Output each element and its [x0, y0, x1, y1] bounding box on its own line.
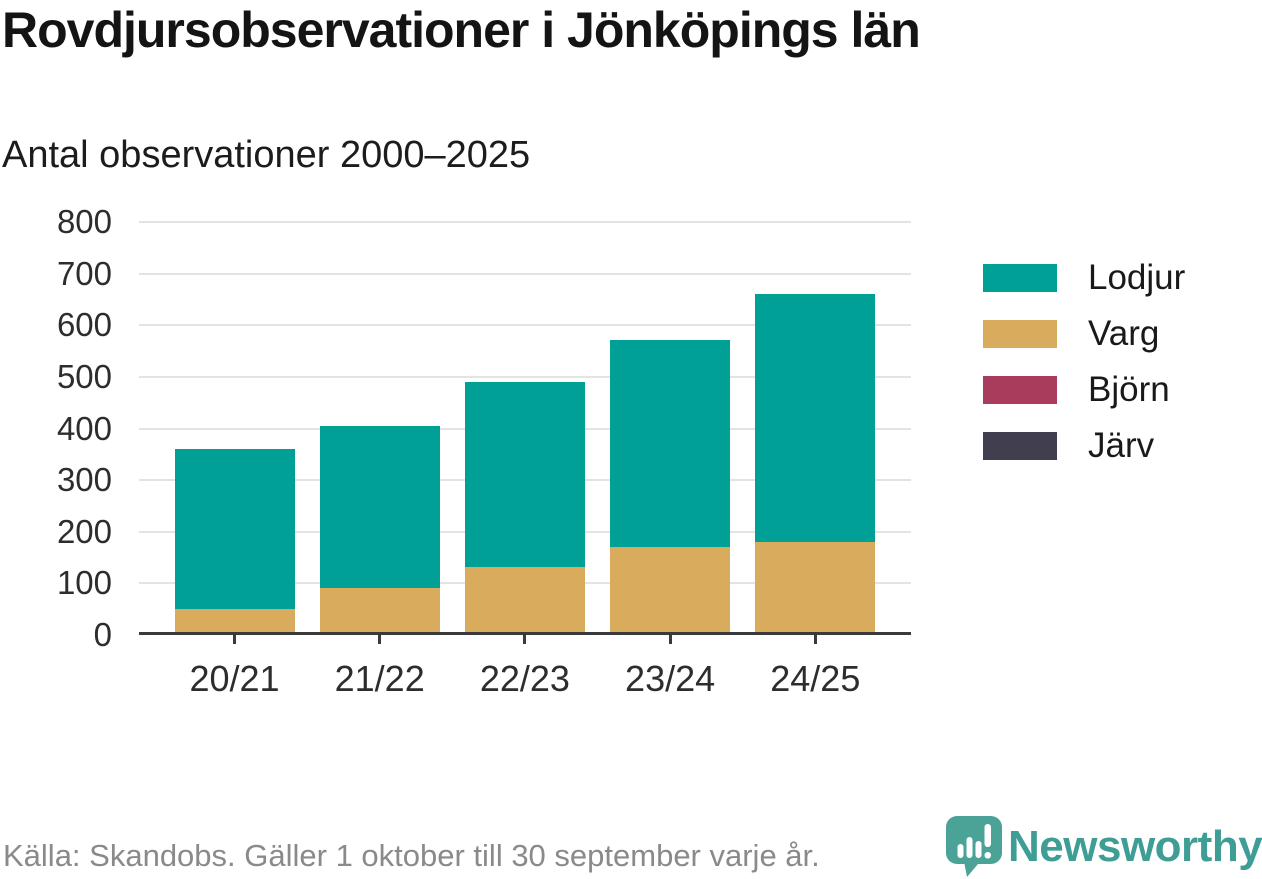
bar-20-21 [174, 219, 295, 632]
y-tick-label-400: 400 [56, 409, 112, 447]
legend-label-lodjur: Lodjur [1088, 258, 1186, 297]
bar-segment-lodjur [755, 293, 876, 542]
bar-segment-lodjur [174, 448, 295, 609]
newsworthy-bubble-chart-icon [946, 816, 1002, 877]
y-tick-label-800: 800 [56, 203, 112, 240]
x-tick-24-25 [813, 635, 817, 644]
gridline-500 [139, 375, 911, 378]
legend-label-bj-rn: Björn [1088, 370, 1170, 409]
chart-title: Rovdjursobservationer i Jönköpings län [2, 2, 921, 58]
x-axis-line [139, 632, 911, 635]
bar-segment-varg [319, 588, 440, 632]
bar-segment-varg [755, 541, 876, 632]
gridline-700 [139, 272, 911, 275]
x-tick-23-24 [668, 635, 672, 644]
legend: Lodjur Varg Björn Järv [983, 258, 1185, 488]
legend-label-varg: Varg [1088, 314, 1160, 353]
plot-area [139, 219, 911, 644]
bar-segment-varg [464, 567, 585, 632]
x-tick-label-22-23: 22/23 [479, 658, 570, 699]
x-tick-20-21 [233, 635, 236, 644]
chart-subtitle: Antal observationer 2000–2025 [2, 134, 531, 176]
y-tick-label-700: 700 [56, 254, 112, 292]
y-tick-label-0: 0 [93, 616, 112, 653]
legend-item-varg: Varg [983, 314, 1185, 353]
x-tick-label-20-21: 20/21 [189, 658, 280, 699]
y-tick-label-100: 100 [56, 564, 112, 602]
legend-swatch-varg [983, 320, 1057, 348]
gridline-600 [139, 324, 911, 327]
x-tick-label-24-25: 24/25 [770, 658, 861, 699]
legend-item-bj-rn: Björn [983, 370, 1185, 409]
legend-swatch-j-rv [983, 432, 1057, 460]
y-tick-label-500: 500 [56, 357, 112, 395]
legend-swatch-bj-rn [983, 376, 1057, 404]
x-tick-21-22 [378, 635, 382, 644]
gridline-800 [139, 221, 911, 223]
legend-label-j-rv: Järv [1088, 426, 1155, 465]
y-tick-label-300: 300 [56, 461, 112, 499]
x-tick-label-21-22: 21/22 [334, 658, 425, 699]
legend-item-lodjur: Lodjur [983, 258, 1185, 297]
bar-segment-varg [610, 546, 731, 632]
x-tick-22-23 [523, 635, 527, 644]
bar-21-22 [319, 219, 440, 632]
y-tick-label-200: 200 [56, 512, 112, 550]
y-tick-label-600: 600 [56, 306, 112, 344]
brand-logo: Newsworthy [944, 812, 1262, 878]
bar-segment-varg [174, 608, 295, 632]
brand-name: Newsworthy [1008, 822, 1262, 871]
source-note: Källa: Skandobs. Gäller 1 oktober till 3… [3, 838, 820, 873]
bar-segment-lodjur [319, 425, 440, 589]
legend-item-j-rv: Järv [983, 426, 1185, 465]
bar-22-23 [464, 219, 585, 632]
bar-segment-lodjur [610, 340, 731, 547]
x-tick-label-23-24: 23/24 [625, 658, 716, 699]
bar-23-24 [610, 219, 731, 632]
legend-swatch-lodjur [983, 264, 1057, 292]
bar-24-25 [755, 219, 876, 632]
bar-segment-lodjur [464, 381, 585, 568]
